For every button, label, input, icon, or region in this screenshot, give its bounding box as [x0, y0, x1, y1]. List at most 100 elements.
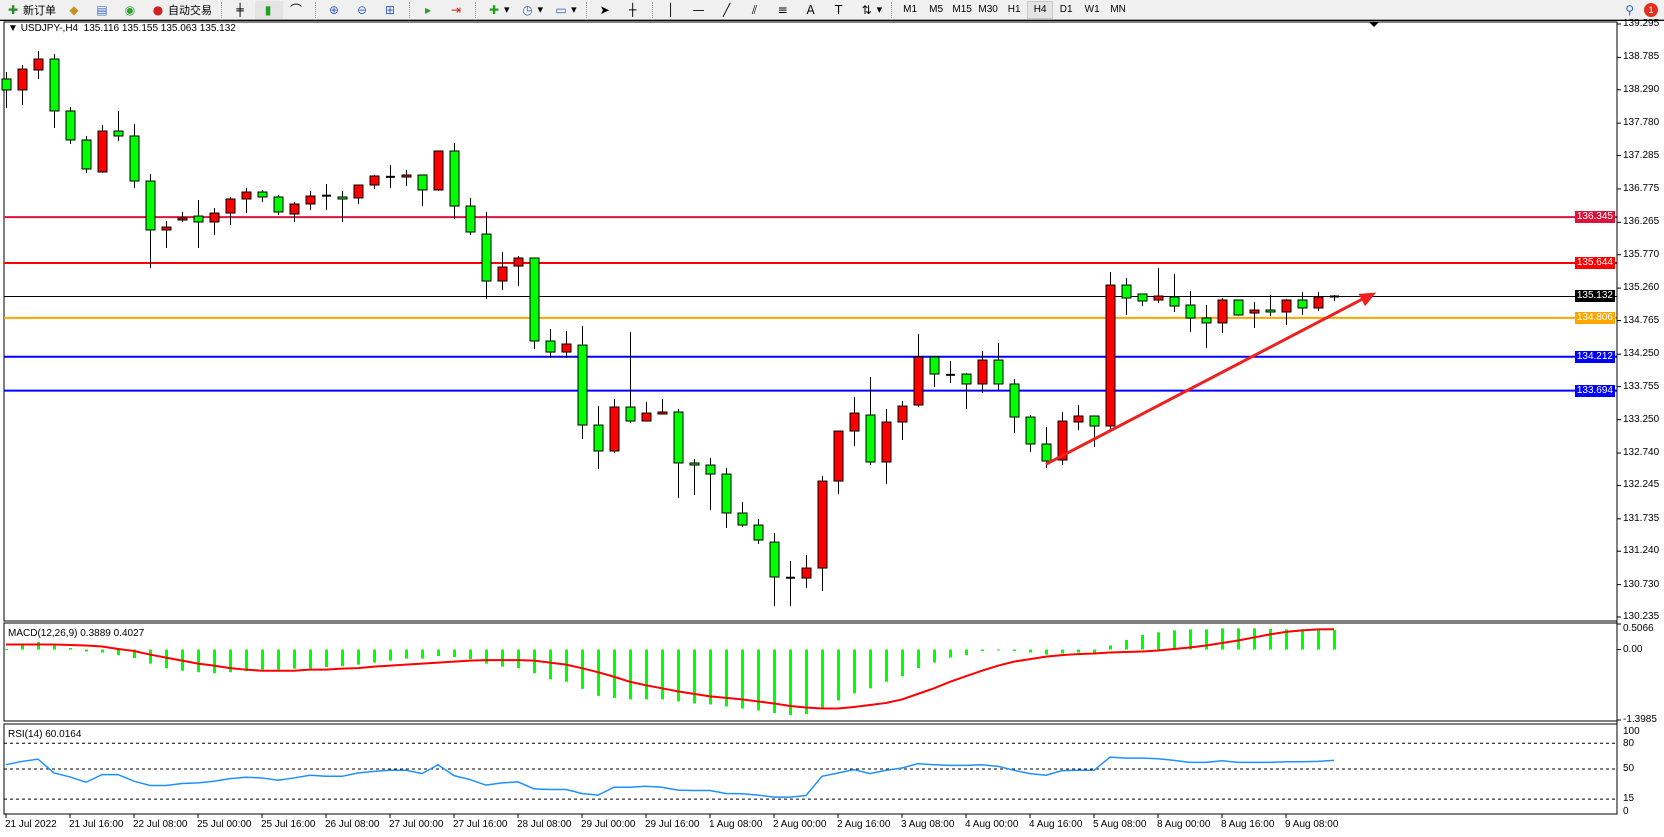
fibonacci-fan-icon: ⫽ [751, 2, 758, 17]
fibonacci-fan-button[interactable]: ⫽ [742, 1, 770, 19]
macd-histogram-bar [709, 649, 712, 705]
time-tick-label: 8 Aug 16:00 [1221, 819, 1275, 830]
text-label-button[interactable]: T [826, 1, 854, 19]
price-tick-label: 133.250 [1623, 413, 1660, 425]
price-tick-label: 132.740 [1623, 447, 1660, 459]
chart-shift-icon: ⇥ [450, 2, 462, 17]
timeframe-mn[interactable]: MN [1110, 4, 1126, 15]
macd-histogram-bar [773, 649, 776, 714]
macd-histogram-bar [1157, 632, 1160, 650]
candle-body [1, 78, 12, 91]
macd-histogram-bar [741, 649, 744, 709]
macd-histogram-bar [693, 649, 696, 704]
rsi-tick-label: 50 [1623, 763, 1635, 774]
candle-body [929, 356, 940, 375]
panel-frame [3, 21, 1618, 622]
timeframe-h1[interactable]: H1 [1007, 4, 1021, 15]
timeframe-m1[interactable]: M1 [903, 4, 918, 15]
candle-body [1265, 309, 1276, 313]
candle-body [305, 195, 316, 205]
candle-body [1041, 443, 1052, 462]
level-price-badge: 136.345 [1574, 211, 1615, 224]
price-tick-label: 139.295 [1623, 18, 1660, 29]
macd-histogram-bar [293, 649, 296, 669]
time-tick-label: 2 Aug 16:00 [837, 819, 891, 830]
macd-histogram-bar [965, 649, 968, 656]
arrows-button[interactable]: ⇅ ▾ [854, 1, 888, 19]
candle-body [225, 198, 236, 214]
time-tick-label: 4 Aug 00:00 [965, 819, 1019, 830]
macd-histogram-bar [309, 649, 312, 669]
timeframe-m30[interactable]: M30 [978, 4, 998, 15]
autoscroll-button[interactable]: ▸ [415, 1, 443, 19]
timeframe-w1[interactable]: W1 [1084, 4, 1100, 15]
candle-body [433, 150, 444, 191]
time-tick-label: 3 Aug 08:00 [901, 819, 955, 830]
candle-body [737, 512, 748, 526]
macd-histogram-bar [981, 649, 984, 652]
macd-histogram-bar [1189, 629, 1192, 650]
price-tick-label: 136.775 [1623, 182, 1660, 194]
templates-icon: ▭ [555, 2, 567, 17]
search-icon[interactable]: ⚲ [1625, 2, 1634, 17]
new-order-button[interactable]: ✚ 新订单 [0, 1, 61, 19]
crosshair-button[interactable]: ┼ [620, 1, 648, 19]
zoom-out-button[interactable]: ⊖ [349, 1, 377, 19]
macd-histogram-bar [133, 649, 136, 659]
crosshair-icon: ┼ [628, 2, 637, 17]
vertical-line-button[interactable]: │ [658, 1, 686, 19]
cursor-button[interactable]: ➤ [592, 1, 620, 19]
candlestick-button[interactable]: ▮ [255, 0, 283, 19]
macd-histogram-bar [389, 649, 392, 661]
macd-histogram-bar [933, 649, 936, 663]
timeframe-h4[interactable]: H4 [1027, 0, 1054, 19]
macd-histogram-bar [261, 649, 264, 670]
candle-body [177, 217, 188, 221]
time-tick-label: 29 Jul 16:00 [645, 819, 700, 830]
autoscroll-icon: ▸ [424, 2, 432, 17]
collapse-icon[interactable]: ▼ [8, 23, 21, 34]
macd-histogram-bar [677, 649, 680, 702]
macd-histogram-bar [629, 649, 632, 700]
macd-histogram-bar [1013, 649, 1016, 652]
candle-body [769, 541, 780, 578]
zoom-in-button[interactable]: ⊕ [321, 1, 349, 19]
candle-body [1137, 293, 1148, 302]
candle-body [33, 58, 44, 71]
candle-body [369, 175, 380, 186]
indicators-button[interactable]: ✚ ▾ [481, 1, 515, 19]
bar-chart-button[interactable]: ╪ [227, 1, 255, 19]
timeframe-d1[interactable]: D1 [1059, 4, 1073, 15]
metaeditor-button[interactable]: ◆ [61, 1, 89, 19]
timeframe-m15[interactable]: M15 [952, 4, 972, 15]
candle-body [1121, 284, 1132, 299]
candle-body [481, 233, 492, 282]
candle-body [593, 424, 604, 452]
level-price-badge: 135.644 [1574, 256, 1615, 269]
text-button[interactable]: A [798, 1, 826, 19]
timeframe-m5[interactable]: M5 [929, 4, 944, 15]
candle-body [401, 174, 412, 178]
macd-histogram-bar [357, 649, 360, 665]
level-price-badge: 133.694 [1574, 384, 1615, 397]
fibonacci-retracement-button[interactable]: ≡ [770, 1, 798, 19]
price-tick-label: 136.265 [1623, 216, 1660, 228]
text-label-icon: T [834, 2, 843, 17]
candle-body [1025, 416, 1036, 445]
tile-windows-button[interactable]: ⊞ [377, 1, 405, 19]
macd-tick-label: 0.00 [1623, 643, 1643, 655]
auto-trading-button[interactable]: ● 自动交易 [145, 1, 217, 19]
chart-shift-button[interactable]: ⇥ [443, 1, 471, 19]
trendline-button[interactable]: ╱ [714, 1, 742, 19]
candle-body [1057, 420, 1068, 461]
signals-button[interactable]: ◉ [117, 1, 145, 19]
line-chart-button[interactable]: ⌒ [283, 1, 311, 19]
candle-body [129, 135, 140, 182]
horizontal-line-button[interactable]: — [686, 1, 714, 19]
candle-body [641, 412, 652, 422]
periods-button[interactable]: ◷ ▾ [515, 1, 549, 19]
market-watch-button[interactable]: ▤ [89, 1, 117, 19]
templates-button[interactable]: ▭ ▾ [548, 1, 582, 19]
chat-icon[interactable]: 1 [1644, 2, 1658, 17]
